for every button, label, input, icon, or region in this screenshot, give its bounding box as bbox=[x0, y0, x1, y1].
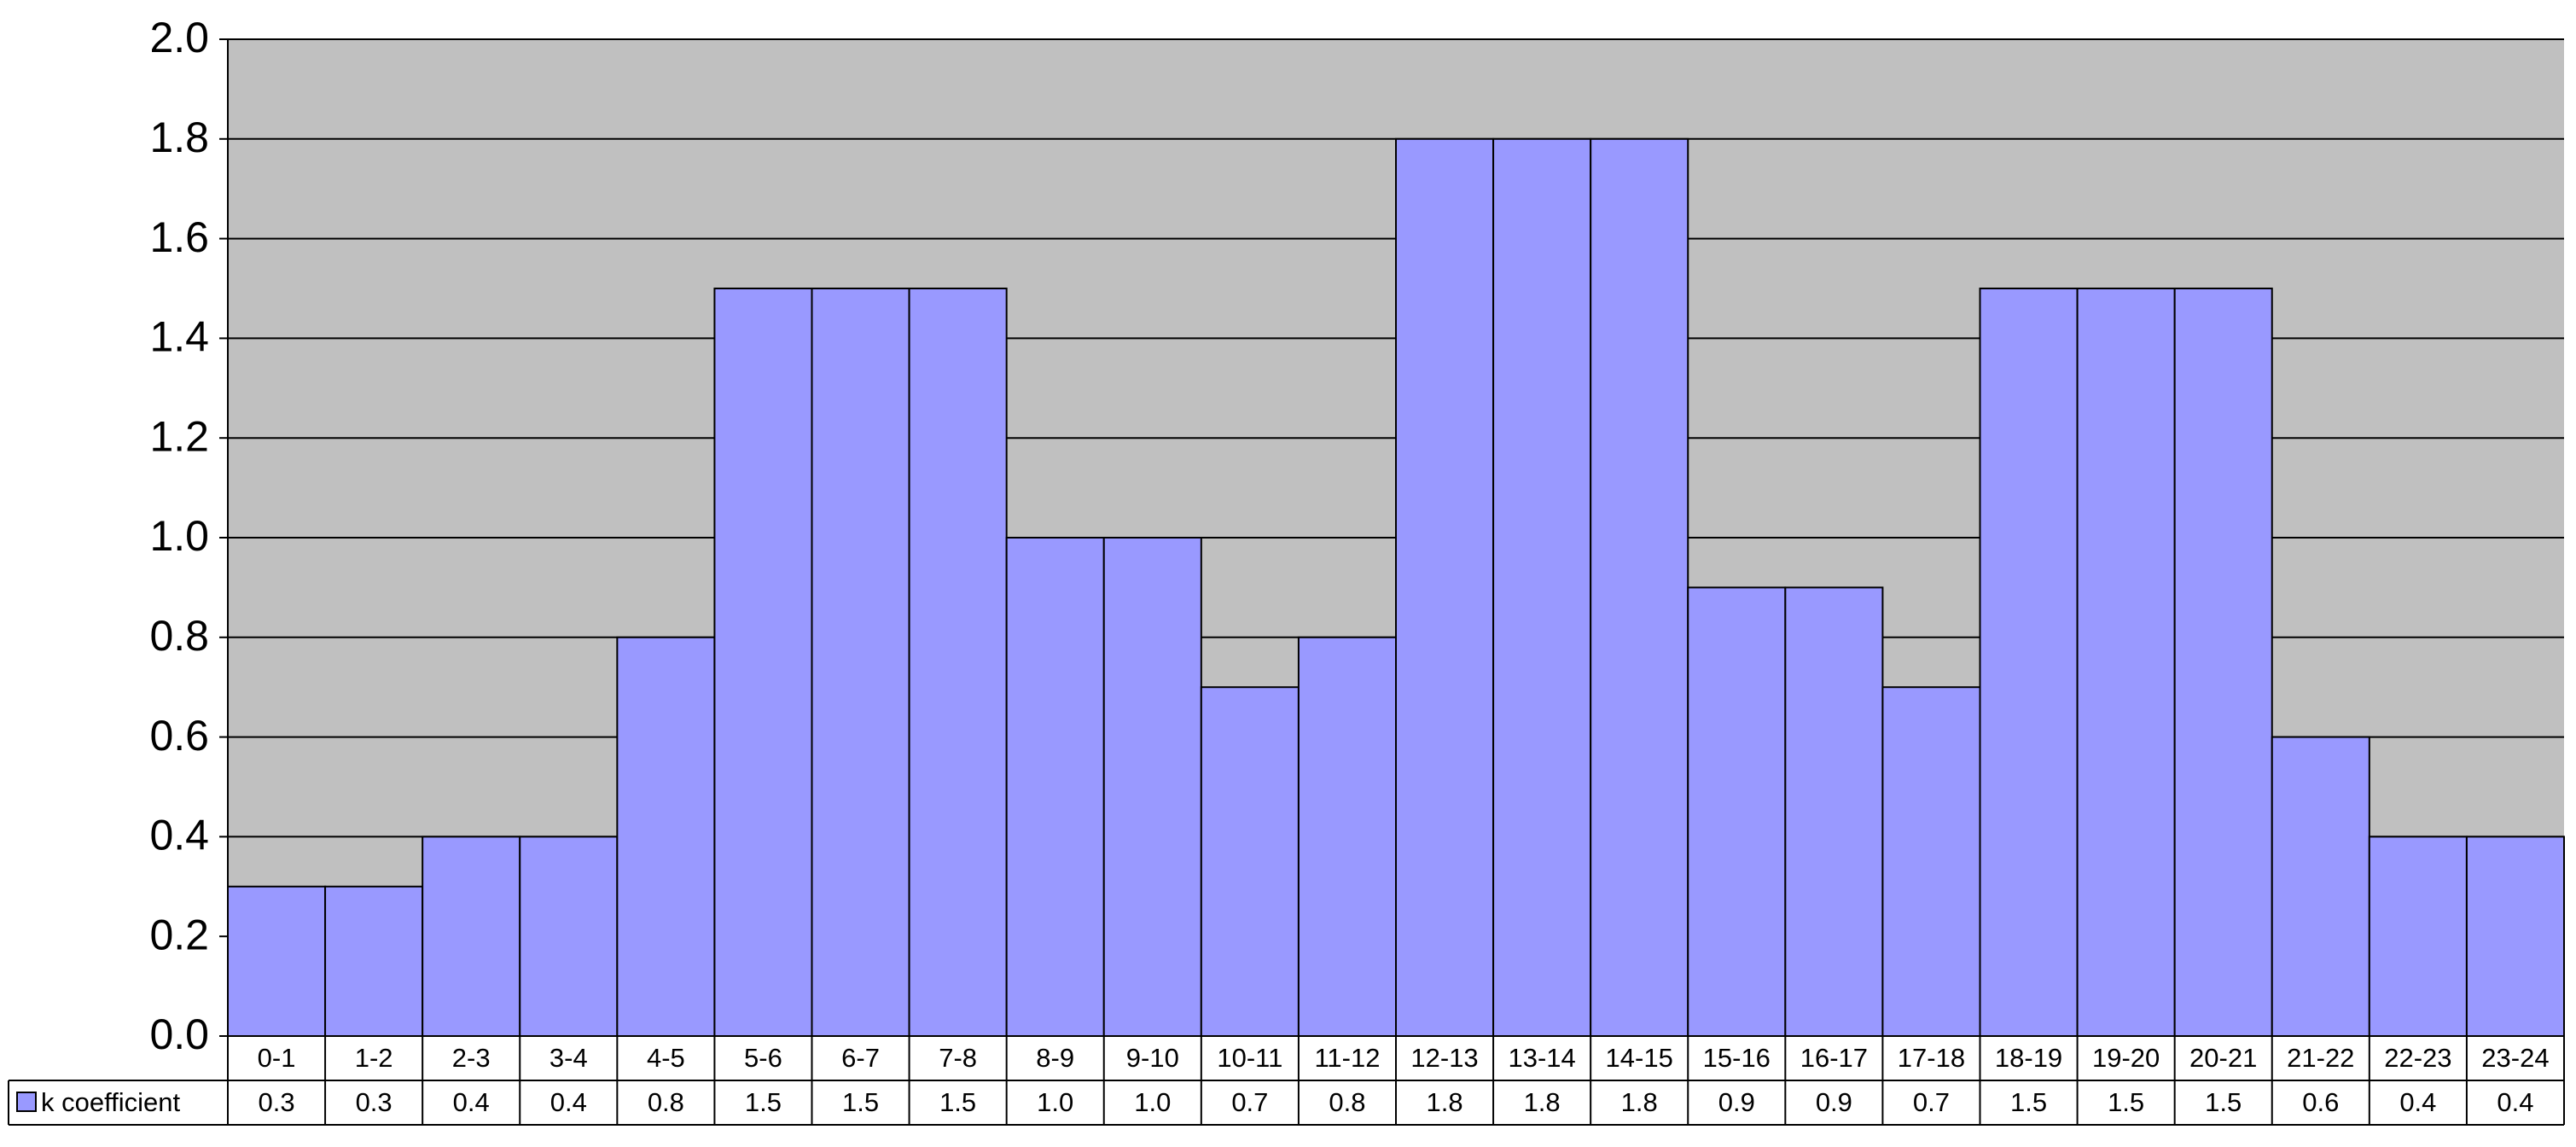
data-label: 0.8 bbox=[1329, 1087, 1365, 1117]
x-tick-label: 21-22 bbox=[2287, 1043, 2354, 1073]
bar bbox=[1590, 137, 1689, 1037]
x-tick-label: 7-8 bbox=[939, 1043, 977, 1073]
y-tick-label: 1.6 bbox=[149, 213, 209, 261]
legend-swatch bbox=[16, 1092, 37, 1112]
x-tick-label: 12-13 bbox=[1410, 1043, 1478, 1073]
y-tick-label: 1.0 bbox=[149, 512, 209, 560]
data-label: 1.5 bbox=[2010, 1087, 2047, 1117]
data-label: 0.4 bbox=[2497, 1087, 2533, 1117]
bar bbox=[1881, 686, 1981, 1037]
y-tick-label: 0.6 bbox=[149, 712, 209, 760]
bar bbox=[908, 288, 1008, 1037]
bar bbox=[1005, 537, 1105, 1037]
x-tick-label: 6-7 bbox=[841, 1043, 880, 1073]
y-tick-label: 1.8 bbox=[149, 114, 209, 161]
bar bbox=[324, 885, 424, 1038]
bar bbox=[227, 885, 327, 1038]
x-tick-label: 5-6 bbox=[744, 1043, 782, 1073]
x-tick-label: 23-24 bbox=[2481, 1043, 2549, 1073]
data-label: 0.9 bbox=[1816, 1087, 1852, 1117]
bar bbox=[1102, 537, 1202, 1037]
data-label: 0.7 bbox=[1913, 1087, 1950, 1117]
bar bbox=[713, 288, 813, 1037]
x-tick-label: 18-19 bbox=[1995, 1043, 2062, 1073]
x-tick-label: 4-5 bbox=[647, 1043, 685, 1073]
y-tick-label: 0.0 bbox=[149, 1010, 209, 1058]
y-tick-label: 0.4 bbox=[149, 812, 209, 859]
data-label: 0.4 bbox=[550, 1087, 587, 1117]
data-label: 0.7 bbox=[1231, 1087, 1268, 1117]
y-tick-label: 2.0 bbox=[149, 14, 209, 61]
x-tick-label: 0-1 bbox=[258, 1043, 296, 1073]
data-label: 1.5 bbox=[842, 1087, 879, 1117]
data-label: 0.8 bbox=[648, 1087, 684, 1117]
x-tick-label: 2-3 bbox=[452, 1043, 491, 1073]
x-tick-label: 1-2 bbox=[355, 1043, 393, 1073]
x-tick-label: 3-4 bbox=[550, 1043, 588, 1073]
legend-label: k coefficient bbox=[41, 1087, 181, 1117]
data-label: 1.8 bbox=[1524, 1087, 1561, 1117]
bar bbox=[519, 836, 619, 1038]
x-tick-label: 14-15 bbox=[1606, 1043, 1673, 1073]
data-label: 0.4 bbox=[453, 1087, 490, 1117]
x-tick-label: 17-18 bbox=[1898, 1043, 1965, 1073]
bar bbox=[1492, 137, 1592, 1037]
y-tick-label: 1.4 bbox=[149, 313, 209, 361]
data-label: 0.4 bbox=[2399, 1087, 2436, 1117]
x-tick-label: 10-11 bbox=[1217, 1043, 1282, 1073]
data-label: 1.8 bbox=[1621, 1087, 1658, 1117]
bar bbox=[1200, 686, 1300, 1037]
x-tick-label: 13-14 bbox=[1508, 1043, 1575, 1073]
data-label: 1.5 bbox=[745, 1087, 782, 1117]
x-tick-label: 20-21 bbox=[2189, 1043, 2257, 1073]
data-label: 1.8 bbox=[1426, 1087, 1462, 1117]
x-tick-label: 9-10 bbox=[1126, 1043, 1179, 1073]
y-tick-label: 0.8 bbox=[149, 612, 209, 660]
x-tick-label: 11-12 bbox=[1314, 1043, 1380, 1073]
x-tick-label: 8-9 bbox=[1036, 1043, 1074, 1073]
bar bbox=[1395, 137, 1495, 1037]
x-tick-label: 19-20 bbox=[2092, 1043, 2160, 1073]
data-label: 1.5 bbox=[2108, 1087, 2144, 1117]
bar bbox=[1297, 636, 1397, 1037]
data-label: 1.0 bbox=[1134, 1087, 1171, 1117]
data-label: 0.9 bbox=[1718, 1087, 1755, 1117]
data-label: 0.6 bbox=[2302, 1087, 2339, 1117]
x-tick-label: 15-16 bbox=[1703, 1043, 1771, 1073]
bar bbox=[811, 288, 910, 1037]
bar bbox=[1979, 288, 2079, 1037]
bar bbox=[2368, 836, 2468, 1038]
y-tick-label: 1.2 bbox=[149, 412, 209, 460]
bar bbox=[2076, 288, 2176, 1037]
bar bbox=[616, 636, 716, 1037]
data-label: 0.3 bbox=[356, 1087, 393, 1117]
bar bbox=[2465, 836, 2566, 1038]
bar bbox=[2173, 288, 2273, 1037]
bar bbox=[2271, 736, 2370, 1037]
data-label: 0.3 bbox=[258, 1087, 294, 1117]
data-label: 1.0 bbox=[1037, 1087, 1073, 1117]
bar bbox=[1687, 586, 1787, 1037]
data-label: 1.5 bbox=[939, 1087, 976, 1117]
x-tick-label: 22-23 bbox=[2384, 1043, 2451, 1073]
y-tick-label: 0.2 bbox=[149, 911, 209, 958]
bar bbox=[1784, 586, 1884, 1037]
data-label: 1.5 bbox=[2205, 1087, 2242, 1117]
bar bbox=[422, 836, 521, 1038]
x-tick-label: 16-17 bbox=[1800, 1043, 1868, 1073]
